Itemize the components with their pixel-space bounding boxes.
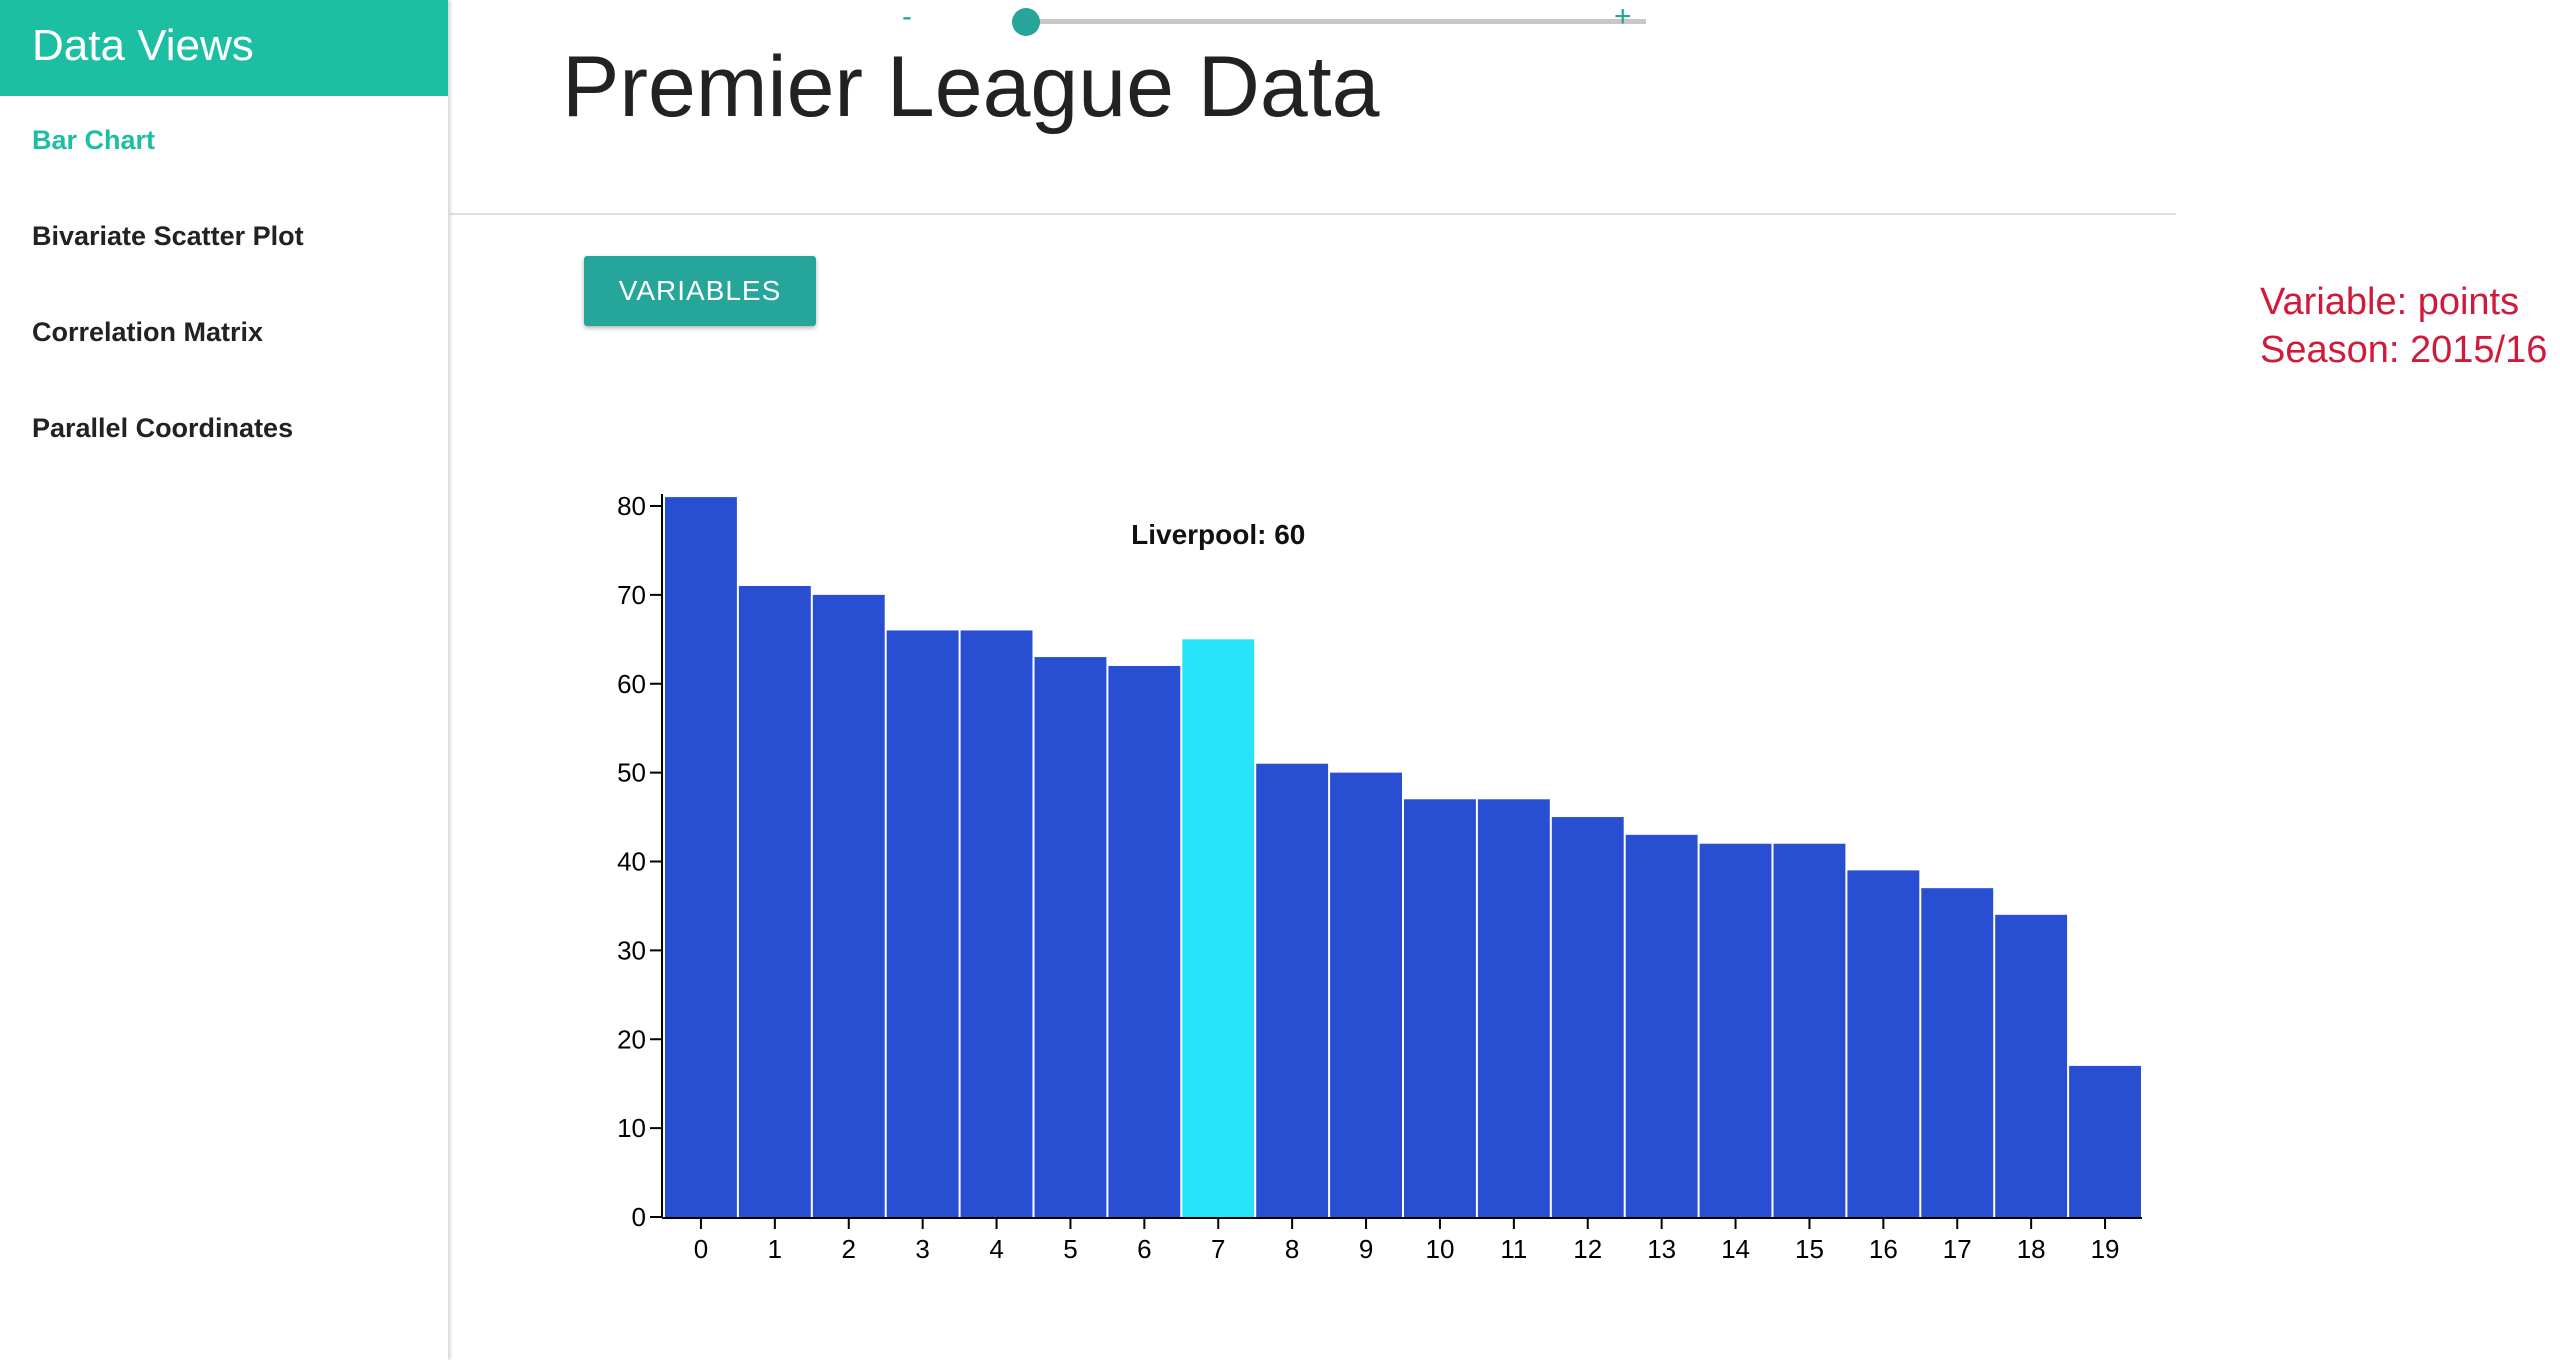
bar-9[interactable] (1330, 772, 1402, 1217)
bar-11[interactable] (1477, 799, 1550, 1217)
season-slider-thumb[interactable] (1012, 8, 1040, 36)
bar-14[interactable] (1699, 843, 1772, 1217)
x-tick-label-14: 14 (1721, 1234, 1750, 1264)
sidebar-title: Data Views (0, 0, 448, 96)
sidebar-item-bivariate-scatter-plot[interactable]: Bivariate Scatter Plot (32, 221, 304, 251)
bar-12[interactable] (1551, 817, 1624, 1217)
x-tick-label-1: 1 (768, 1234, 782, 1264)
x-tick-label-18: 18 (2017, 1234, 2046, 1264)
bar-4[interactable] (960, 630, 1033, 1217)
y-tick-label-80: 80 (617, 491, 646, 521)
season-label: Season: 2015/16 (2260, 329, 2548, 371)
sidebar-item-bar-chart[interactable]: Bar Chart (32, 125, 156, 155)
slider-increase-button[interactable]: + (1614, 0, 1632, 33)
bar-19[interactable] (2069, 1065, 2141, 1217)
x-tick-label-19: 19 (2091, 1234, 2120, 1264)
slider-decrease-button[interactable]: - (902, 0, 912, 33)
sidebar-item-correlation-matrix[interactable]: Correlation Matrix (32, 317, 264, 347)
x-tick-label-3: 3 (915, 1234, 929, 1264)
bar-13[interactable] (1625, 834, 1698, 1217)
selection-info: Variable: points Season: 2015/16 (2260, 278, 2547, 374)
x-tick-label-0: 0 (694, 1234, 708, 1264)
x-tick-label-7: 7 (1211, 1234, 1225, 1264)
x-tick-label-5: 5 (1063, 1234, 1077, 1264)
variables-button[interactable]: VARIABLES (584, 256, 816, 326)
variable-label: Variable: points (2260, 281, 2520, 323)
main-content: Premier League Data VARIABLES - + Variab… (450, 0, 2547, 1360)
x-tick-label-16: 16 (1869, 1234, 1898, 1264)
bar-17[interactable] (1921, 888, 1994, 1217)
y-tick-label-50: 50 (617, 758, 646, 788)
x-tick-label-8: 8 (1285, 1234, 1299, 1264)
sidebar-nav: Bar Chart Bivariate Scatter Plot Correla… (0, 110, 448, 494)
y-tick-label-10: 10 (617, 1113, 646, 1143)
sidebar: Data Views Bar Chart Bivariate Scatter P… (0, 0, 448, 1360)
bar-2[interactable] (812, 594, 885, 1217)
bar-8[interactable] (1256, 763, 1329, 1217)
x-tick-label-4: 4 (989, 1234, 1003, 1264)
x-tick-label-17: 17 (1943, 1234, 1972, 1264)
x-tick-label-2: 2 (842, 1234, 856, 1264)
y-tick-label-40: 40 (617, 847, 646, 877)
x-tick-label-11: 11 (1500, 1234, 1527, 1264)
bar-tooltip: Liverpool: 60 (1131, 519, 1305, 550)
bar-6[interactable] (1108, 665, 1181, 1217)
x-tick-label-10: 10 (1425, 1234, 1454, 1264)
x-axis: 0 1 2 3 4 5 6 7 8 9 10 11 12 13 14 15 16 17 18 19 (662, 1217, 2142, 1264)
bars-group (665, 497, 2141, 1217)
bar-15[interactable] (1773, 843, 1846, 1217)
page-title: Premier League Data (562, 39, 1380, 135)
bar-16[interactable] (1847, 870, 1920, 1217)
y-tick-label-30: 30 (617, 935, 646, 965)
sidebar-item-parallel-coordinates[interactable]: Parallel Coordinates (32, 413, 294, 443)
header-divider (450, 213, 2176, 215)
y-tick-label-0: 0 (632, 1202, 646, 1232)
x-tick-label-6: 6 (1137, 1234, 1151, 1264)
y-axis: 0 10 20 30 40 50 60 70 80 (617, 491, 663, 1232)
bar-7[interactable] (1182, 639, 1255, 1217)
bar-10[interactable] (1404, 799, 1476, 1217)
x-tick-label-12: 12 (1573, 1234, 1602, 1264)
bar-0[interactable] (665, 497, 737, 1217)
x-tick-label-15: 15 (1795, 1234, 1824, 1264)
season-slider-track[interactable] (1024, 19, 1646, 24)
bar-5[interactable] (1034, 657, 1107, 1217)
bar-1[interactable] (738, 585, 811, 1217)
x-tick-label-13: 13 (1647, 1234, 1676, 1264)
bar-18[interactable] (1995, 914, 2068, 1217)
y-tick-label-70: 70 (617, 580, 646, 610)
bar-3[interactable] (886, 630, 959, 1217)
x-tick-label-9: 9 (1359, 1234, 1373, 1264)
y-tick-label-20: 20 (617, 1024, 646, 1054)
y-tick-label-60: 60 (617, 669, 646, 699)
